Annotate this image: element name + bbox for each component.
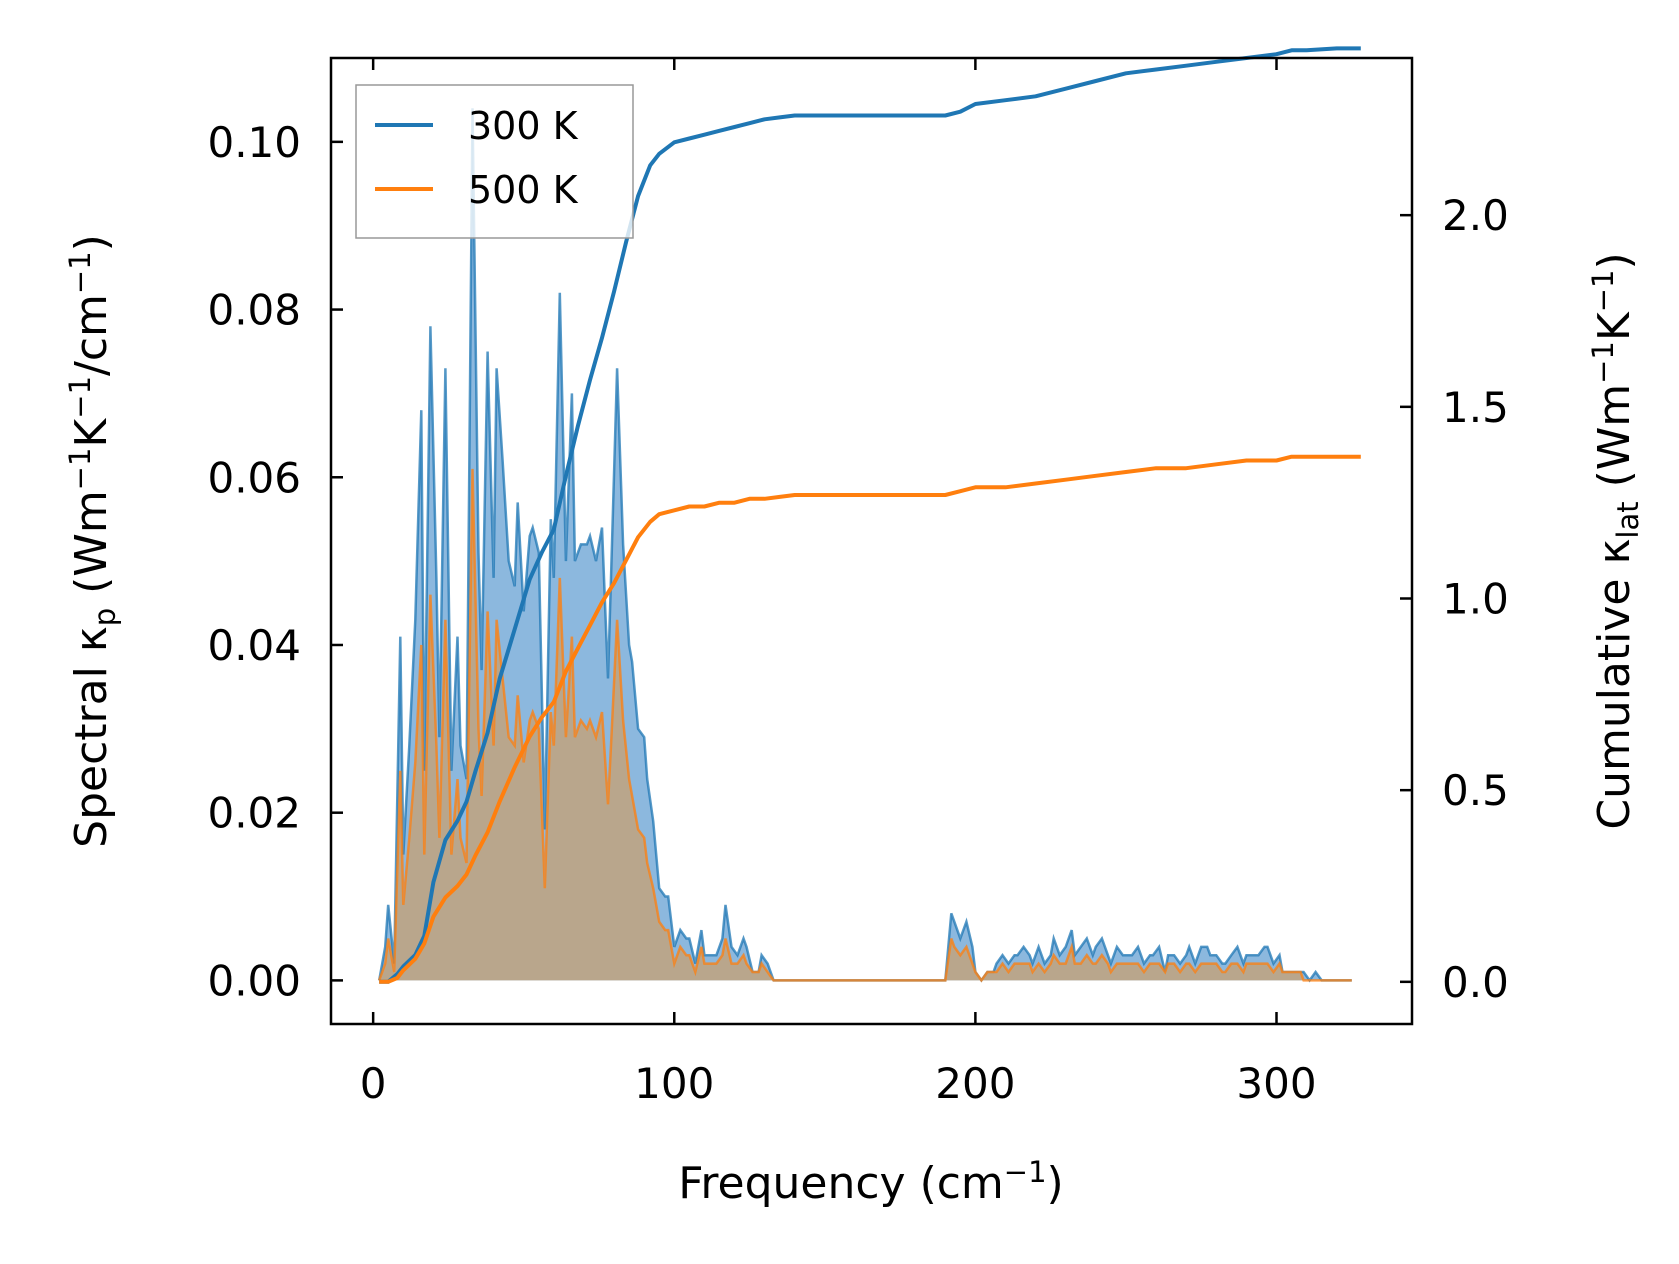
ylabel-left-part: /cm [66,294,117,376]
ylabel-left-part: Spectral κ [66,626,117,848]
x-tick-label: 300 [1236,1059,1316,1108]
legend-label-500k: 500 K [468,168,579,212]
x-tick-label: 100 [634,1059,714,1108]
right-y-tick-label: 1.0 [1442,575,1509,624]
ylabel-right-part: lat [1611,501,1645,538]
ylabel-right-part: (Wm [1589,384,1640,502]
spectral-area-500k [379,468,1352,981]
ylabel-left-part: −1 [63,376,97,419]
x-tick-label: 200 [935,1059,1015,1108]
right-y-tick-label: 0.0 [1442,958,1509,1007]
ylabel-left-part: −1 [63,448,97,491]
x-tick-label: 0 [360,1059,387,1108]
right-y-tick-label: 1.5 [1442,383,1509,432]
legend-box [355,84,634,239]
left-y-tick-label: 0.08 [207,286,301,335]
cumulative-line-500k [379,454,1361,984]
right-y-axis-title: Cumulative κlat (Wm−1K−1) [1586,252,1645,829]
x-axis-title-superscript: −1 [1004,1155,1047,1189]
x-axis-title-main: Frequency (cm [678,1158,1004,1209]
right-y-tick-label: 2.0 [1442,191,1509,240]
ylabel-left-part: K [66,418,117,448]
left-y-tick-label: 0.00 [207,956,301,1005]
left-y-axis-title: Spectral κp (Wm−1K−1/cm−1) [63,234,122,848]
ylabel-left-part: ) [66,234,117,251]
ylabel-right-part: ) [1589,252,1640,269]
x-axis-title-close: ) [1047,1158,1064,1209]
left-y-tick-label: 0.06 [207,453,301,502]
right-y-tick-label: 0.5 [1442,766,1509,815]
cumulative-line-300k [379,46,1361,984]
x-axis-title: Frequency (cm−1) [678,1155,1063,1209]
left-y-tick-label: 0.02 [207,789,301,838]
ylabel-left-part: p [88,608,122,626]
ylabel-right-part: −1 [1586,341,1620,384]
cumulative-line-layer [379,46,1361,984]
left-y-tick-label: 0.10 [207,118,301,167]
ylabel-left-part: (Wm [66,490,117,608]
left-y-tick-label: 0.04 [207,621,301,670]
ylabel-right-part: K [1589,311,1640,341]
legend: 300 K 500 K [355,84,634,239]
ylabel-left-part: −1 [63,251,97,294]
ylabel-right-part: Cumulative κ [1589,539,1640,830]
legend-label-300k: 300 K [468,104,579,148]
ylabel-right-part: −1 [1586,270,1620,313]
ticks-layer: 0 100 200 300 0.00 0.02 0.04 0.06 0.08 0.10 0.0 0.5… [207,58,1509,1108]
plot-frame [329,56,1414,1026]
